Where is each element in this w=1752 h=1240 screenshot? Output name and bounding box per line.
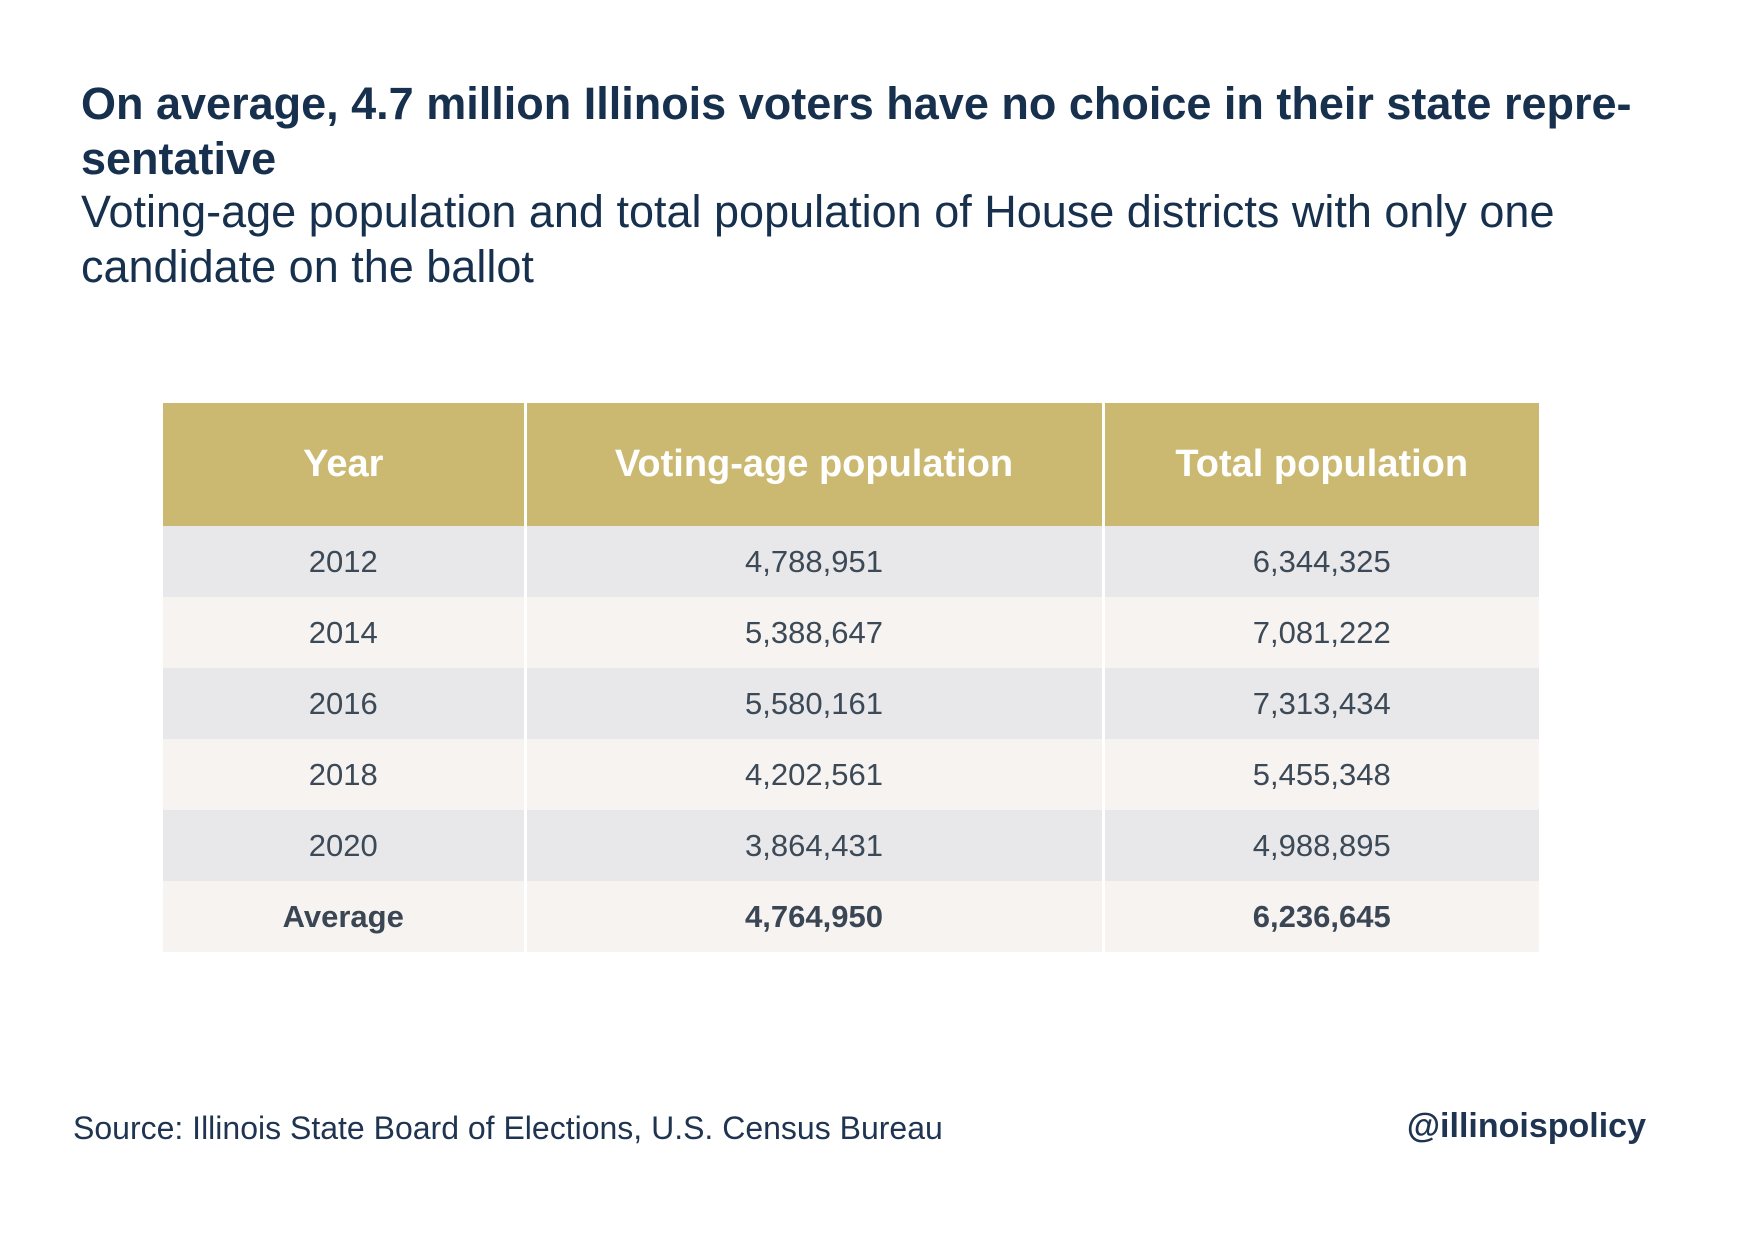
table-row: 2012 4,788,951 6,344,325 [163, 526, 1539, 597]
social-handle: @illinoispolicy [1406, 1107, 1646, 1145]
cell-total-population: 5,455,348 [1103, 739, 1539, 810]
data-table: Year Voting-age population Total populat… [163, 403, 1539, 952]
header-total-population: Total population [1103, 403, 1539, 526]
table-header-row: Year Voting-age population Total populat… [163, 403, 1539, 526]
header-voting-age-population: Voting-age population [525, 403, 1105, 526]
header-year: Year [163, 403, 527, 526]
source-note: Source: Illinois State Board of Election… [73, 1110, 943, 1146]
cell-total-population: 4,988,895 [1103, 810, 1539, 881]
table-row: 2020 3,864,431 4,988,895 [163, 810, 1539, 881]
cell-year: 2012 [163, 526, 527, 597]
cell-total-population: 7,081,222 [1103, 597, 1539, 668]
cell-voting-age-population: 4,202,561 [525, 739, 1105, 810]
cell-voting-age-population: 5,580,161 [525, 668, 1105, 739]
cell-voting-age-population: 3,864,431 [525, 810, 1105, 881]
table-row: 2014 5,388,647 7,081,222 [163, 597, 1539, 668]
cell-voting-age-population: 5,388,647 [525, 597, 1105, 668]
cell-average-voting-age-population: 4,764,950 [525, 881, 1105, 952]
chart-title: On average, 4.7 million Illinois voters … [81, 78, 1632, 184]
cell-year: 2020 [163, 810, 527, 881]
cell-total-population: 6,344,325 [1103, 526, 1539, 597]
cell-average-label: Average [163, 881, 527, 952]
chart-subtitle: Voting-age population and total populati… [81, 186, 1555, 292]
cell-year: 2016 [163, 668, 527, 739]
table-row: 2018 4,202,561 5,455,348 [163, 739, 1539, 810]
data-table-container: Year Voting-age population Total populat… [163, 403, 1539, 952]
cell-year: 2014 [163, 597, 527, 668]
cell-total-population: 7,313,434 [1103, 668, 1539, 739]
cell-voting-age-population: 4,788,951 [525, 526, 1105, 597]
cell-year: 2018 [163, 739, 527, 810]
table-row: 2016 5,580,161 7,313,434 [163, 668, 1539, 739]
table-average-row: Average 4,764,950 6,236,645 [163, 881, 1539, 952]
cell-average-total-population: 6,236,645 [1103, 881, 1539, 952]
